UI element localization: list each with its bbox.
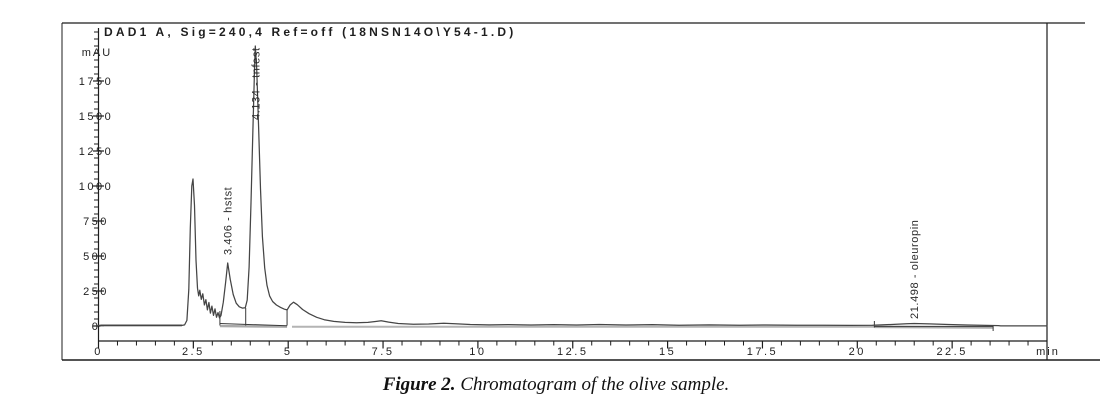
x-axis: 0 2.5 5 7.5 10 12.5 15 17.5 20 22.5 min [94, 340, 1060, 358]
x-axis-tick-label: 2.5 [182, 346, 205, 358]
signal-title: DAD1 A, Sig=240,4 Ref=off (18NSN14O\Y54-… [104, 25, 517, 39]
figure-caption-text: Chromatogram of the olive sample. [455, 374, 730, 395]
plot-frame [61, 22, 1100, 361]
peak-labels: 3.406 - hstst 4.134 - tnfest 21.498 - oleu… [223, 47, 921, 319]
x-axis-tick-label: 10 [469, 346, 486, 358]
peak-label-3.406: 3.406 - hstst [223, 187, 235, 255]
y-axis: 0 250 500 750 1000 1250 1500 1750 mAU [79, 28, 113, 341]
trace-group [97, 45, 1048, 327]
x-axis-tick-label: 20 [849, 346, 866, 358]
y-axis-tick-label: 1500 [79, 111, 113, 123]
x-axis-tick-label: 7.5 [372, 346, 395, 358]
x-axis-tick-label: 17.5 [747, 346, 778, 358]
figure-caption-label: Figure 2. [382, 374, 456, 395]
chromatogram-trace [97, 45, 1048, 327]
y-axis-tick-label: 500 [83, 251, 109, 263]
integration-marks [219, 308, 994, 331]
y-axis-tick-label: 250 [83, 286, 109, 298]
x-axis-unit-label: min [1036, 346, 1060, 358]
y-axis-tick-label: 1000 [79, 181, 113, 193]
peak-label-4.134: 4.134 - tnfest [250, 47, 262, 120]
y-axis-unit-label: mAU [82, 47, 112, 59]
figure-caption: Figure 2. Chromatogram of the olive samp… [0, 374, 1112, 396]
peak-label-21.498: 21.498 - oleuropin [909, 220, 921, 319]
chromatogram-plot: 0 250 500 750 1000 1250 1500 1750 mAU 0 2.5 5 7.5 10 1… [61, 22, 1100, 361]
x-axis-tick-label: 22.5 [936, 346, 967, 358]
y-axis-tick-label: 1750 [79, 76, 113, 88]
y-axis-tick-label: 0 [92, 321, 101, 333]
y-axis-tick-label: 750 [83, 216, 109, 228]
x-axis-tick-label: 15 [659, 346, 676, 358]
x-axis-tick-label: 0 [94, 346, 103, 358]
x-axis-tick-label: 5 [284, 346, 293, 358]
y-axis-tick-label: 1250 [79, 146, 113, 158]
x-axis-tick-label: 12.5 [557, 346, 588, 358]
